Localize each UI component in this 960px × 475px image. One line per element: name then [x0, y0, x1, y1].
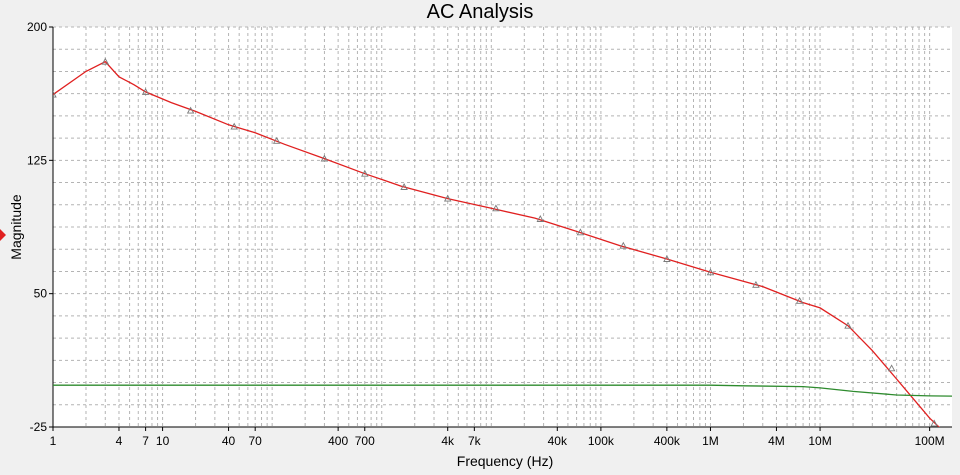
series-point-1	[752, 280, 760, 288]
y-tick-label: 200	[27, 20, 47, 34]
x-tick-label: 7k	[468, 434, 482, 448]
x-tick-label: 4	[116, 434, 123, 448]
x-tick-label: 1M	[702, 434, 719, 448]
series-point-1	[706, 268, 715, 276]
series-line-2	[53, 384, 952, 397]
series-point-1	[663, 255, 671, 262]
series-point-1	[400, 183, 408, 190]
x-tick-label: 10M	[808, 434, 831, 448]
series-point-1	[186, 106, 195, 114]
x-tick-label: 700	[355, 434, 375, 448]
series-point-1	[536, 215, 545, 222]
series-point-1	[443, 194, 452, 202]
x-tick-label: 4M	[768, 434, 785, 448]
y-tick-label: 125	[27, 153, 47, 167]
x-axis-label: Frequency (Hz)	[456, 453, 554, 469]
series-point-1	[576, 228, 585, 236]
x-tick-label: 1	[50, 434, 57, 448]
series-point-1	[619, 241, 628, 249]
y-tick-label: -25	[30, 420, 48, 434]
x-tick-label: 4k	[441, 434, 455, 448]
x-tick-label: 400	[328, 434, 348, 448]
series-point-1	[930, 419, 938, 427]
x-tick-label: 70	[249, 434, 263, 448]
x-tick-label: 100k	[588, 434, 615, 448]
series-line-1	[53, 60, 940, 427]
series-point-1	[141, 87, 150, 95]
x-tick-label: 40k	[548, 434, 568, 448]
plot-background	[53, 27, 952, 427]
series-point-1	[320, 154, 329, 162]
series-point-1	[53, 90, 57, 98]
series-point-1	[887, 364, 896, 372]
series-point-1	[492, 204, 500, 212]
series-point-1	[101, 57, 110, 65]
series-point-1	[272, 136, 281, 144]
x-tick-label: 100M	[915, 434, 945, 448]
series-point-1	[795, 296, 804, 304]
x-tick-label: 7	[142, 434, 149, 448]
series-point-1	[230, 122, 238, 130]
chart-title: AC Analysis	[426, 1, 534, 23]
series-point-1	[361, 169, 369, 177]
series-point-1	[844, 321, 852, 329]
y-tick-label: 50	[34, 287, 48, 301]
x-tick-label: 10	[156, 434, 170, 448]
x-tick-label: 400k	[654, 434, 681, 448]
cursor-marker-icon[interactable]	[0, 229, 6, 241]
x-tick-label: 40	[222, 434, 236, 448]
